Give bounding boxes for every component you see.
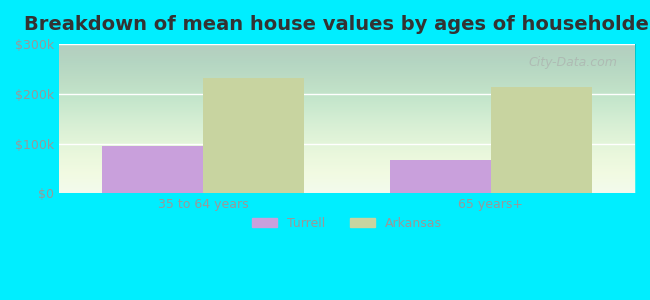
Bar [390, 160, 491, 193]
Title: Breakdown of mean house values by ages of householders: Breakdown of mean house values by ages o… [24, 15, 650, 34]
Bar [102, 146, 203, 193]
Legend: Turrell, Arkansas: Turrell, Arkansas [247, 212, 447, 235]
Bar [491, 87, 592, 193]
Bar [203, 78, 304, 193]
Text: City-Data.com: City-Data.com [529, 56, 617, 69]
